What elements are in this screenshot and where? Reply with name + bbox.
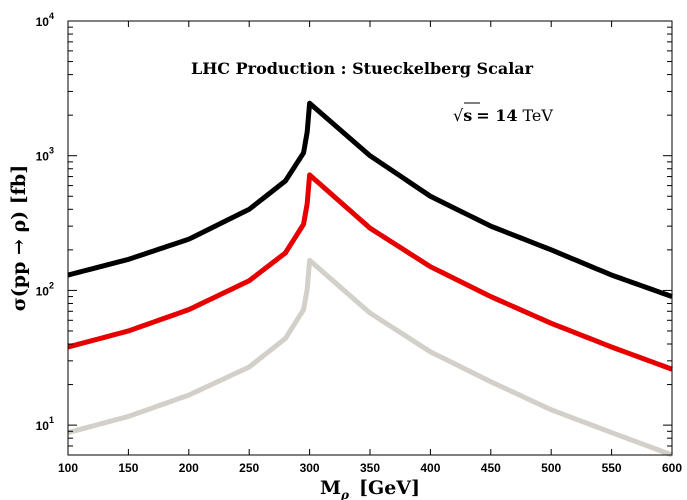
x-axis-title: Mρ [GeV]	[320, 477, 420, 500]
series-line-1	[67, 100, 673, 299]
x-tick-label: 350	[360, 461, 380, 475]
energy-value: = 14	[476, 106, 517, 125]
energy-unit: TeV	[522, 106, 553, 125]
y-tick-label: 104	[36, 11, 54, 29]
x-tick-label: 450	[481, 461, 501, 475]
sqrt-symbol: √	[453, 106, 464, 125]
energy-annotation: √s = 14 TeV	[453, 106, 553, 125]
series-line-2	[67, 172, 673, 372]
x-tick-label: 250	[239, 461, 259, 475]
series-layer	[67, 100, 673, 458]
ticks-layer	[67, 20, 673, 455]
x-tick-label: 400	[420, 461, 440, 475]
y-tick-label: 103	[36, 146, 54, 164]
x-tick-label: 150	[118, 461, 138, 475]
x-axis-unit: [GeV]	[359, 477, 420, 499]
x-tick-label: 500	[541, 461, 561, 475]
x-axis-main: M	[320, 477, 341, 499]
x-tick-label: 600	[662, 461, 682, 475]
x-tick-label: 100	[58, 461, 78, 475]
y-tick-label: 102	[36, 280, 54, 298]
x-axis-subscript: ρ	[340, 488, 350, 500]
x-tick-label: 300	[300, 461, 320, 475]
x-tick-label: 200	[179, 461, 199, 475]
y-tick-label: 101	[36, 415, 54, 433]
energy-s: s	[463, 106, 472, 125]
series-line-3	[67, 257, 673, 458]
y-axis-title: σ(pp → ρ) [fb]	[8, 165, 30, 311]
plot-frame	[67, 20, 673, 456]
x-tick-label: 550	[602, 461, 622, 475]
chart-title: LHC Production : Stueckelberg Scalar	[191, 59, 534, 78]
labels-layer: 100 150 200 250 300 350 400 450 500 550 600 101 102 1…	[36, 11, 683, 475]
